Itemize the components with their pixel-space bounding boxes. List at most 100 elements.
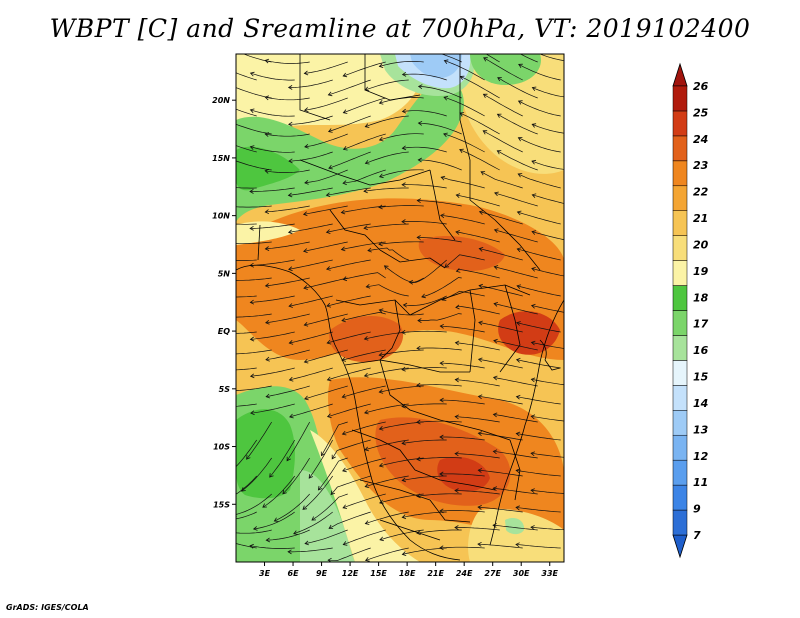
- streamline: [367, 247, 409, 261]
- streamline-arrow: [492, 486, 498, 492]
- streamline-arrow: [363, 225, 368, 231]
- streamline-arrow: [454, 414, 459, 420]
- streamline: [328, 151, 371, 169]
- streamline: [311, 493, 348, 521]
- streamline-arrow: [269, 473, 274, 478]
- streamline-arrow: [459, 148, 464, 154]
- streamline-arrow: [417, 84, 423, 90]
- streamline: [327, 331, 371, 344]
- streamline-arrow: [378, 204, 383, 210]
- colorbar-label: 23: [693, 159, 709, 172]
- streamline: [454, 490, 500, 495]
- streamline: [289, 295, 333, 307]
- streamline: [416, 529, 462, 534]
- streamline: [343, 133, 386, 150]
- streamline: [440, 214, 485, 225]
- streamline: [236, 475, 257, 495]
- streamline-arrow: [401, 219, 406, 224]
- colorbar-label: 19: [693, 265, 709, 278]
- streamline: [416, 457, 462, 460]
- streamline: [378, 241, 424, 245]
- streamline: [444, 254, 485, 268]
- streamline: [236, 187, 257, 189]
- streamline: [265, 133, 310, 137]
- streamline-arrow: [439, 471, 444, 477]
- streamline-arrow: [282, 489, 287, 495]
- streamline: [416, 347, 462, 351]
- streamline-arrow: [364, 446, 370, 452]
- streamline-arrow: [401, 329, 406, 335]
- streamline: [343, 61, 386, 77]
- streamline: [308, 439, 334, 479]
- streamline: [365, 115, 409, 128]
- streamline: [265, 313, 310, 324]
- streamline: [459, 112, 500, 135]
- y-tick-label: 20N: [212, 96, 230, 105]
- streamline-arrow: [303, 107, 309, 113]
- streamline-arrow: [441, 296, 447, 301]
- colorbar-segment: [672, 210, 688, 236]
- streamline: [532, 123, 564, 134]
- streamline: [516, 507, 561, 513]
- streamline-arrow: [496, 150, 502, 155]
- streamline-arrow: [264, 209, 270, 215]
- streamline: [236, 511, 257, 520]
- field-warm-core: [236, 198, 564, 360]
- streamline: [401, 367, 447, 370]
- field-north-blue-2: [410, 54, 462, 79]
- colorbar-label: 16: [693, 344, 709, 357]
- y-tick-label: 10S: [213, 443, 230, 452]
- streamline-arrow: [328, 164, 333, 170]
- streamline-arrow: [213, 518, 217, 522]
- streamline-arrow: [378, 173, 384, 179]
- x-tick-label: 33E: [541, 569, 558, 578]
- streamline-arrow: [287, 85, 293, 90]
- streamline-arrow: [477, 431, 483, 437]
- streamline: [417, 237, 462, 243]
- streamline: [497, 77, 538, 99]
- streamline: [531, 452, 564, 458]
- streamline-arrow: [416, 419, 421, 425]
- streamline: [265, 60, 310, 64]
- colorbar-label: 13: [693, 423, 709, 436]
- streamline: [455, 453, 500, 459]
- colorbar-segment: [672, 434, 688, 461]
- streamline: [416, 420, 462, 423]
- streamline: [443, 96, 485, 117]
- streamline: [236, 493, 272, 515]
- streamline-arrow: [303, 322, 309, 327]
- streamline-arrow: [265, 319, 270, 325]
- streamline: [455, 305, 500, 315]
- streamline-arrow: [531, 86, 537, 92]
- streamline: [421, 277, 462, 298]
- colorbar-label: 21: [693, 212, 708, 225]
- streamline-arrow: [342, 467, 347, 473]
- streamline-arrow: [515, 357, 521, 363]
- streamline-arrow: [439, 360, 444, 366]
- streamline: [403, 295, 447, 306]
- streamline: [269, 439, 296, 478]
- streamline-arrow: [288, 158, 293, 164]
- streamline: [497, 150, 538, 171]
- streamline-arrow: [228, 471, 232, 475]
- streamline-arrow: [342, 180, 347, 186]
- x-tick-label: 12E: [342, 569, 359, 578]
- streamline-arrow: [494, 191, 499, 197]
- streamline-arrow: [265, 393, 271, 399]
- streamline-arrow: [454, 340, 460, 346]
- streamline: [365, 151, 409, 164]
- streamline: [416, 384, 462, 387]
- streamline-arrow: [215, 63, 219, 67]
- streamline-arrow: [249, 108, 255, 114]
- colorbar-label: 26: [693, 80, 709, 93]
- streamline: [343, 529, 386, 545]
- streamline: [497, 113, 538, 135]
- streamline-arrow: [492, 412, 498, 418]
- streamline: [236, 543, 257, 549]
- streamline: [478, 358, 523, 369]
- streamline-arrow: [288, 340, 294, 345]
- streamline: [289, 403, 333, 418]
- streamline-arrow: [439, 397, 444, 403]
- streamline-arrow: [287, 192, 293, 198]
- streamline: [236, 160, 272, 171]
